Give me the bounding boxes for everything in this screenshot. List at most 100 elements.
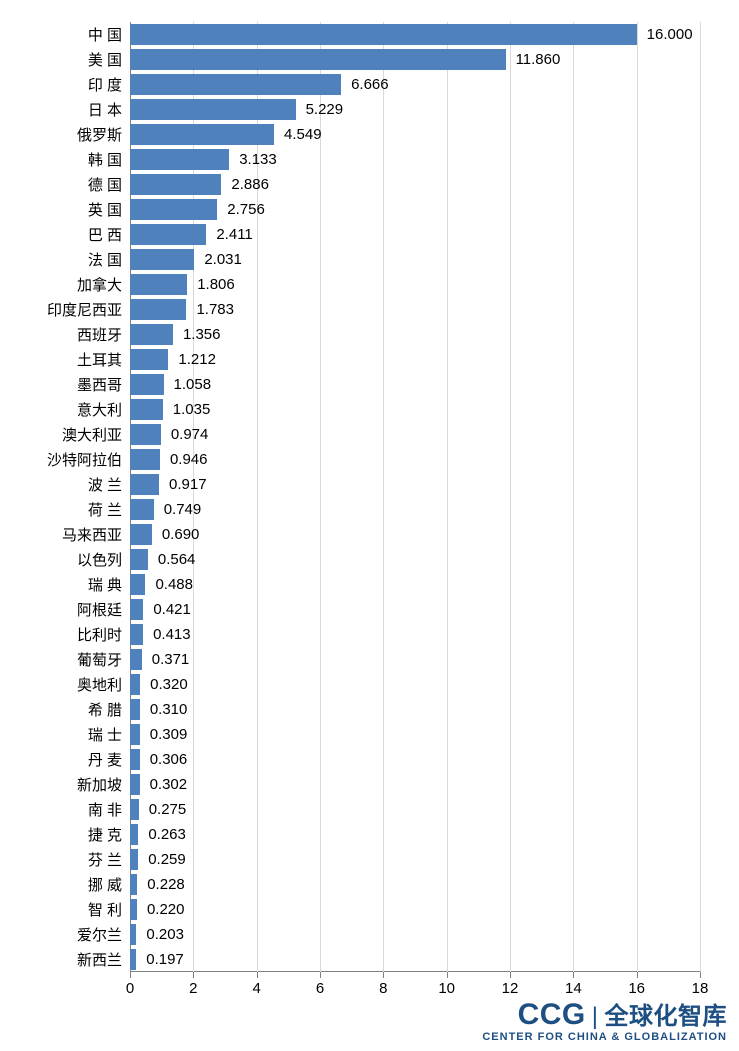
bar <box>130 649 142 670</box>
bar-value-label: 0.263 <box>148 822 186 847</box>
bar <box>130 774 140 795</box>
bar <box>130 874 137 895</box>
bar-row: 瑞 典0.488 <box>130 572 700 597</box>
bar-value-label: 2.886 <box>231 172 269 197</box>
bar-row: 以色列0.564 <box>130 547 700 572</box>
bar <box>130 674 140 695</box>
bar-value-label: 0.220 <box>147 897 185 922</box>
bar-row: 加拿大1.806 <box>130 272 700 297</box>
bar-value-label: 0.946 <box>170 447 208 472</box>
bar-row: 俄罗斯4.549 <box>130 122 700 147</box>
bar <box>130 899 137 920</box>
x-tick-label: 6 <box>316 980 324 997</box>
y-axis-label: 韩 国 <box>2 147 122 172</box>
bar-value-label: 0.203 <box>146 922 184 947</box>
y-axis-label: 葡萄牙 <box>2 647 122 672</box>
bar-value-label: 1.783 <box>196 297 234 322</box>
bar-value-label: 0.309 <box>150 722 188 747</box>
bar-row: 智 利0.220 <box>130 897 700 922</box>
bar <box>130 374 164 395</box>
bar <box>130 749 140 770</box>
x-tick-mark <box>257 972 258 978</box>
bar <box>130 549 148 570</box>
y-axis-label: 土耳其 <box>2 347 122 372</box>
y-axis-label: 中 国 <box>2 22 122 47</box>
bar-row: 德 国2.886 <box>130 172 700 197</box>
bar <box>130 224 206 245</box>
y-axis-label: 瑞 典 <box>2 572 122 597</box>
bar-row: 韩 国3.133 <box>130 147 700 172</box>
bar <box>130 349 168 370</box>
bar-row: 英 国2.756 <box>130 197 700 222</box>
footer-main: CCG | 全球化智库 <box>482 998 727 1031</box>
bar <box>130 599 143 620</box>
bar-value-label: 1.806 <box>197 272 235 297</box>
bar-row: 新西兰0.197 <box>130 947 700 972</box>
bar-value-label: 16.000 <box>647 22 693 47</box>
bar-value-label: 2.031 <box>204 247 242 272</box>
bar-row: 荷 兰0.749 <box>130 497 700 522</box>
bar <box>130 699 140 720</box>
bar <box>130 574 145 595</box>
bar-value-label: 4.549 <box>284 122 322 147</box>
bar <box>130 399 163 420</box>
y-axis-label: 沙特阿拉伯 <box>2 447 122 472</box>
x-tick-label: 12 <box>502 980 519 997</box>
bar-value-label: 0.413 <box>153 622 191 647</box>
y-axis-label: 荷 兰 <box>2 497 122 522</box>
bar <box>130 424 161 445</box>
x-tick-label: 8 <box>379 980 387 997</box>
x-tick-label: 0 <box>126 980 134 997</box>
bar-row: 土耳其1.212 <box>130 347 700 372</box>
bar-value-label: 0.259 <box>148 847 186 872</box>
bar <box>130 799 139 820</box>
bar-row: 芬 兰0.259 <box>130 847 700 872</box>
footer-cn: 全球化智库 <box>605 1004 728 1030</box>
bar-row: 美 国11.860 <box>130 47 700 72</box>
y-axis-label: 丹 麦 <box>2 747 122 772</box>
bar-value-label: 0.917 <box>169 472 207 497</box>
y-axis-label: 德 国 <box>2 172 122 197</box>
x-tick-mark <box>383 972 384 978</box>
y-axis-label: 波 兰 <box>2 472 122 497</box>
bar-row: 丹 麦0.306 <box>130 747 700 772</box>
bar <box>130 524 152 545</box>
bar-value-label: 0.302 <box>150 772 188 797</box>
bar-row: 日 本5.229 <box>130 97 700 122</box>
bar-row: 瑞 士0.309 <box>130 722 700 747</box>
y-axis-label: 比利时 <box>2 622 122 647</box>
y-axis-label: 美 国 <box>2 47 122 72</box>
bar-row: 阿根廷0.421 <box>130 597 700 622</box>
bar-value-label: 0.690 <box>162 522 200 547</box>
bar-row: 墨西哥1.058 <box>130 372 700 397</box>
y-axis-label: 马来西亚 <box>2 522 122 547</box>
footer-logo: CCG | 全球化智库 CENTER FOR CHINA & GLOBALIZA… <box>482 998 727 1043</box>
bar-value-label: 0.371 <box>152 647 190 672</box>
bar-value-label: 0.564 <box>158 547 196 572</box>
bar-row: 希 腊0.310 <box>130 697 700 722</box>
y-axis-label: 瑞 士 <box>2 722 122 747</box>
bar <box>130 949 136 970</box>
x-tick-mark <box>447 972 448 978</box>
bar-row: 挪 威0.228 <box>130 872 700 897</box>
x-tick-mark <box>130 972 131 978</box>
gridline <box>700 22 701 972</box>
bar-value-label: 1.058 <box>174 372 212 397</box>
bar-row: 澳大利亚0.974 <box>130 422 700 447</box>
bar-value-label: 3.133 <box>239 147 277 172</box>
bar <box>130 299 186 320</box>
bar-row: 巴 西2.411 <box>130 222 700 247</box>
bar-row: 奥地利0.320 <box>130 672 700 697</box>
bar-value-label: 0.974 <box>171 422 209 447</box>
y-axis-label: 日 本 <box>2 97 122 122</box>
x-tick-mark <box>700 972 701 978</box>
bar <box>130 249 194 270</box>
y-axis-label: 挪 威 <box>2 872 122 897</box>
y-axis-label: 奥地利 <box>2 672 122 697</box>
bar <box>130 824 138 845</box>
y-axis-label: 西班牙 <box>2 322 122 347</box>
y-axis-label: 阿根廷 <box>2 597 122 622</box>
bar <box>130 99 296 120</box>
bar-row: 法 国2.031 <box>130 247 700 272</box>
y-axis-label: 芬 兰 <box>2 847 122 872</box>
